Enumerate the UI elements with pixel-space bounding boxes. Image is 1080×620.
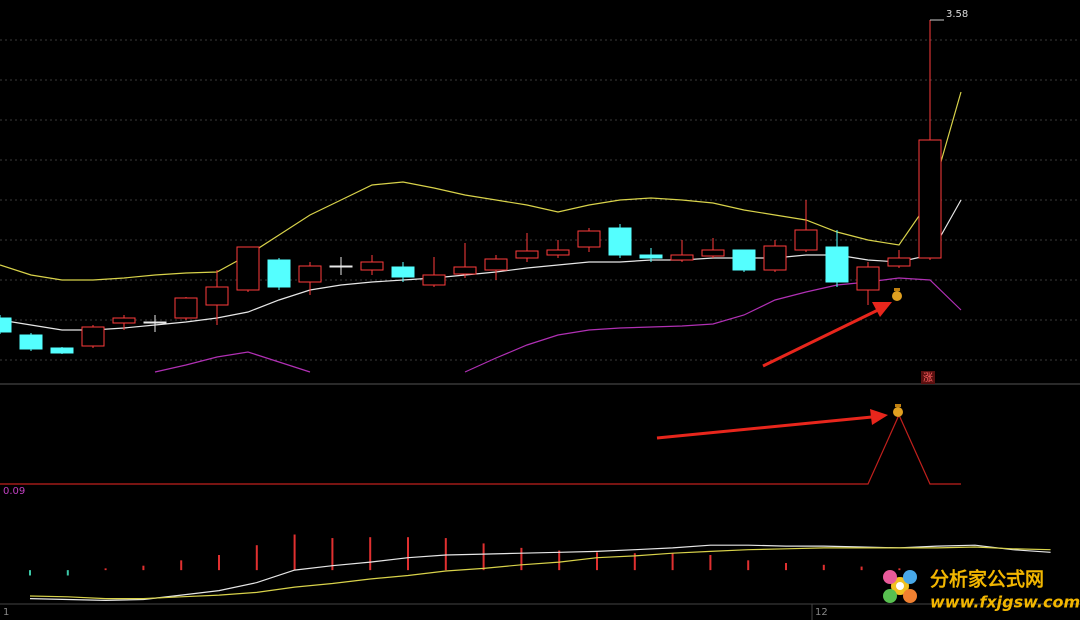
signal-icon (892, 288, 902, 301)
candle-body (515, 250, 539, 259)
macd-bar (633, 553, 636, 571)
macd-bar (142, 565, 145, 571)
candle-body (81, 326, 105, 347)
candle-body (701, 249, 725, 257)
watermark-name: 分析家公式网 (930, 568, 1044, 591)
date-label: 1 (3, 607, 9, 618)
candle-body (329, 265, 353, 268)
macd-bar (369, 537, 372, 571)
candle-body (50, 347, 74, 354)
candle-body (298, 265, 322, 283)
macd-bar (218, 555, 220, 571)
macd-bar (822, 564, 825, 571)
macd-bar (898, 568, 901, 571)
candle-body (143, 321, 167, 324)
macd-bar (709, 555, 712, 571)
candle-body (112, 317, 136, 324)
annotation-bg (921, 371, 935, 384)
band-line (0, 91, 962, 281)
arrow (656, 409, 888, 440)
watermark: 分析家公式网 www.fxjgsw.com (883, 568, 1080, 612)
macd-bar (520, 547, 523, 571)
macd-bar (671, 553, 674, 571)
annotation: 涨 (923, 372, 933, 384)
candle-body (794, 229, 818, 251)
signal-line (0, 413, 961, 485)
watermark-url: www.fxjgsw.com (930, 593, 1080, 612)
candle-body (825, 246, 849, 283)
macd-bar (444, 538, 447, 571)
candle-body (608, 227, 632, 256)
panel-label: 0.09 (3, 486, 25, 497)
candle-body (205, 286, 229, 306)
arrow (762, 302, 892, 368)
high-label: 3.58 (946, 9, 968, 20)
candle-body (577, 230, 601, 248)
candle-body (546, 249, 570, 256)
candle-body (19, 334, 43, 350)
candle-body (763, 245, 787, 271)
macd-bar (29, 570, 31, 576)
date-label: 12 (815, 607, 828, 618)
candle-body (453, 266, 477, 275)
candle-body (856, 266, 880, 291)
macd-bar (596, 552, 598, 571)
candle-body (484, 258, 508, 271)
candle-body (267, 259, 291, 288)
macd-bar (747, 560, 750, 571)
candle-body (0, 317, 12, 333)
candle-body (391, 266, 415, 278)
candle-body (174, 297, 198, 319)
macd-bar (104, 568, 107, 571)
candle-body (887, 257, 911, 267)
macd-bar (180, 560, 183, 571)
signal-icon (893, 404, 903, 417)
candle-body (732, 249, 756, 271)
candle-body (918, 139, 942, 259)
candle-body (236, 246, 260, 291)
candle-body (639, 254, 663, 259)
macd-bar (860, 566, 863, 571)
macd-bar (785, 563, 787, 571)
candle-body (360, 261, 384, 271)
candle-body (670, 254, 694, 261)
macd-bar (936, 569, 939, 571)
macd-bar (331, 538, 334, 571)
macd-bar (558, 550, 561, 571)
band-line (0, 199, 962, 331)
macd-bar (293, 534, 296, 571)
macd-bar (482, 543, 485, 571)
macd-bar (66, 570, 69, 576)
macd-line (29, 546, 1051, 600)
candle-body (422, 274, 446, 286)
macd-bar (407, 537, 409, 571)
macd-bar (255, 545, 258, 571)
